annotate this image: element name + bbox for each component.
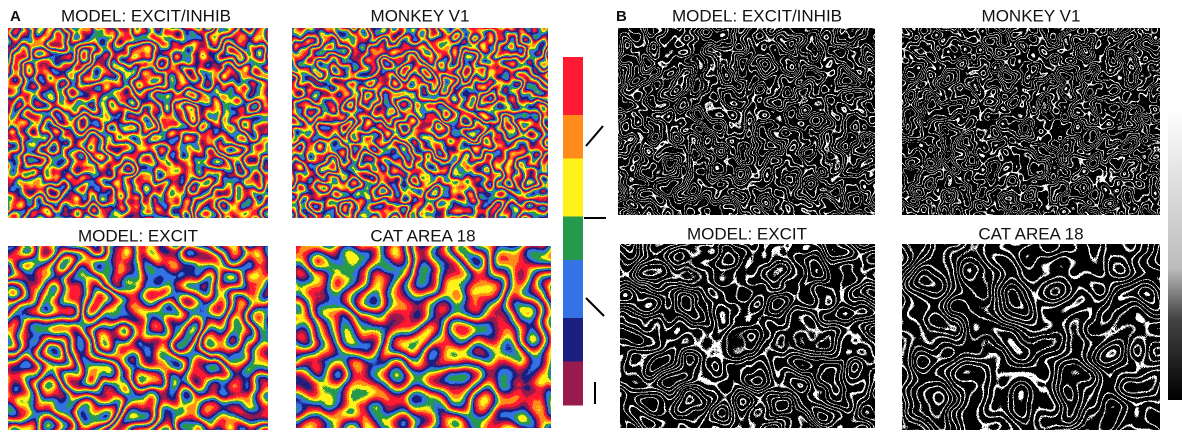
map-title: CAT AREA 18	[370, 226, 475, 245]
colorbar-segment	[563, 347, 583, 362]
colorbar-segment	[563, 188, 583, 203]
panel-letter: B	[616, 8, 627, 25]
colorbar-segment	[563, 391, 583, 406]
map-title: MODEL: EXCIT/INHIB	[61, 6, 231, 25]
colorbar-segment	[563, 173, 583, 188]
colorbar-segment	[563, 144, 583, 159]
colorbar-segment	[563, 217, 583, 232]
orientation-key	[586, 126, 603, 146]
colorbar-segment	[563, 130, 583, 145]
colorbar-segment	[563, 318, 583, 333]
colorbar-segment	[563, 231, 583, 246]
orientation-map	[292, 28, 548, 218]
gray-scale-bar	[1168, 108, 1182, 400]
map-title: MODEL: EXCIT	[687, 224, 807, 243]
orientation-keys	[584, 126, 606, 404]
orientation-key	[586, 298, 604, 316]
singularity-map	[902, 28, 1160, 215]
map-title: MONKEY V1	[371, 6, 470, 25]
colorbar-segment	[563, 333, 583, 348]
colorbar-segment	[563, 275, 583, 290]
map-title: CAT AREA 18	[978, 224, 1083, 243]
figure: A B MODEL: EXCIT/INHIB MONKEY V1 MODEL: …	[0, 0, 1182, 436]
singularity-map	[618, 28, 875, 215]
colorbar-segment	[563, 202, 583, 217]
colorbar-segment	[563, 101, 583, 116]
page: {"panel_a": {"label": "A", "maps": [ {"t…	[0, 0, 1182, 436]
colorbar-segment	[563, 260, 583, 275]
colorbar-segment	[563, 376, 583, 391]
map-title: MODEL: EXCIT/INHIB	[672, 6, 842, 25]
colorbar-segment	[563, 246, 583, 261]
panel-letter: A	[10, 8, 21, 25]
colorbar-segment	[563, 159, 583, 174]
map-title: MONKEY V1	[982, 6, 1081, 25]
colorbar-segment	[563, 362, 583, 377]
orientation-map	[8, 28, 268, 218]
colorbar-segment	[563, 304, 583, 319]
orientation-map	[8, 246, 268, 430]
singularity-map	[620, 244, 875, 428]
map-title: MODEL: EXCIT	[78, 226, 198, 245]
colorbar-segment	[563, 289, 583, 304]
singularity-map	[902, 244, 1160, 430]
colorbar-segment	[563, 115, 583, 130]
colorbar-segment	[563, 86, 583, 101]
colorbar-segment	[563, 72, 583, 87]
orientation-colorbar	[563, 57, 583, 406]
colorbar-segment	[563, 57, 583, 72]
orientation-map	[296, 246, 551, 428]
